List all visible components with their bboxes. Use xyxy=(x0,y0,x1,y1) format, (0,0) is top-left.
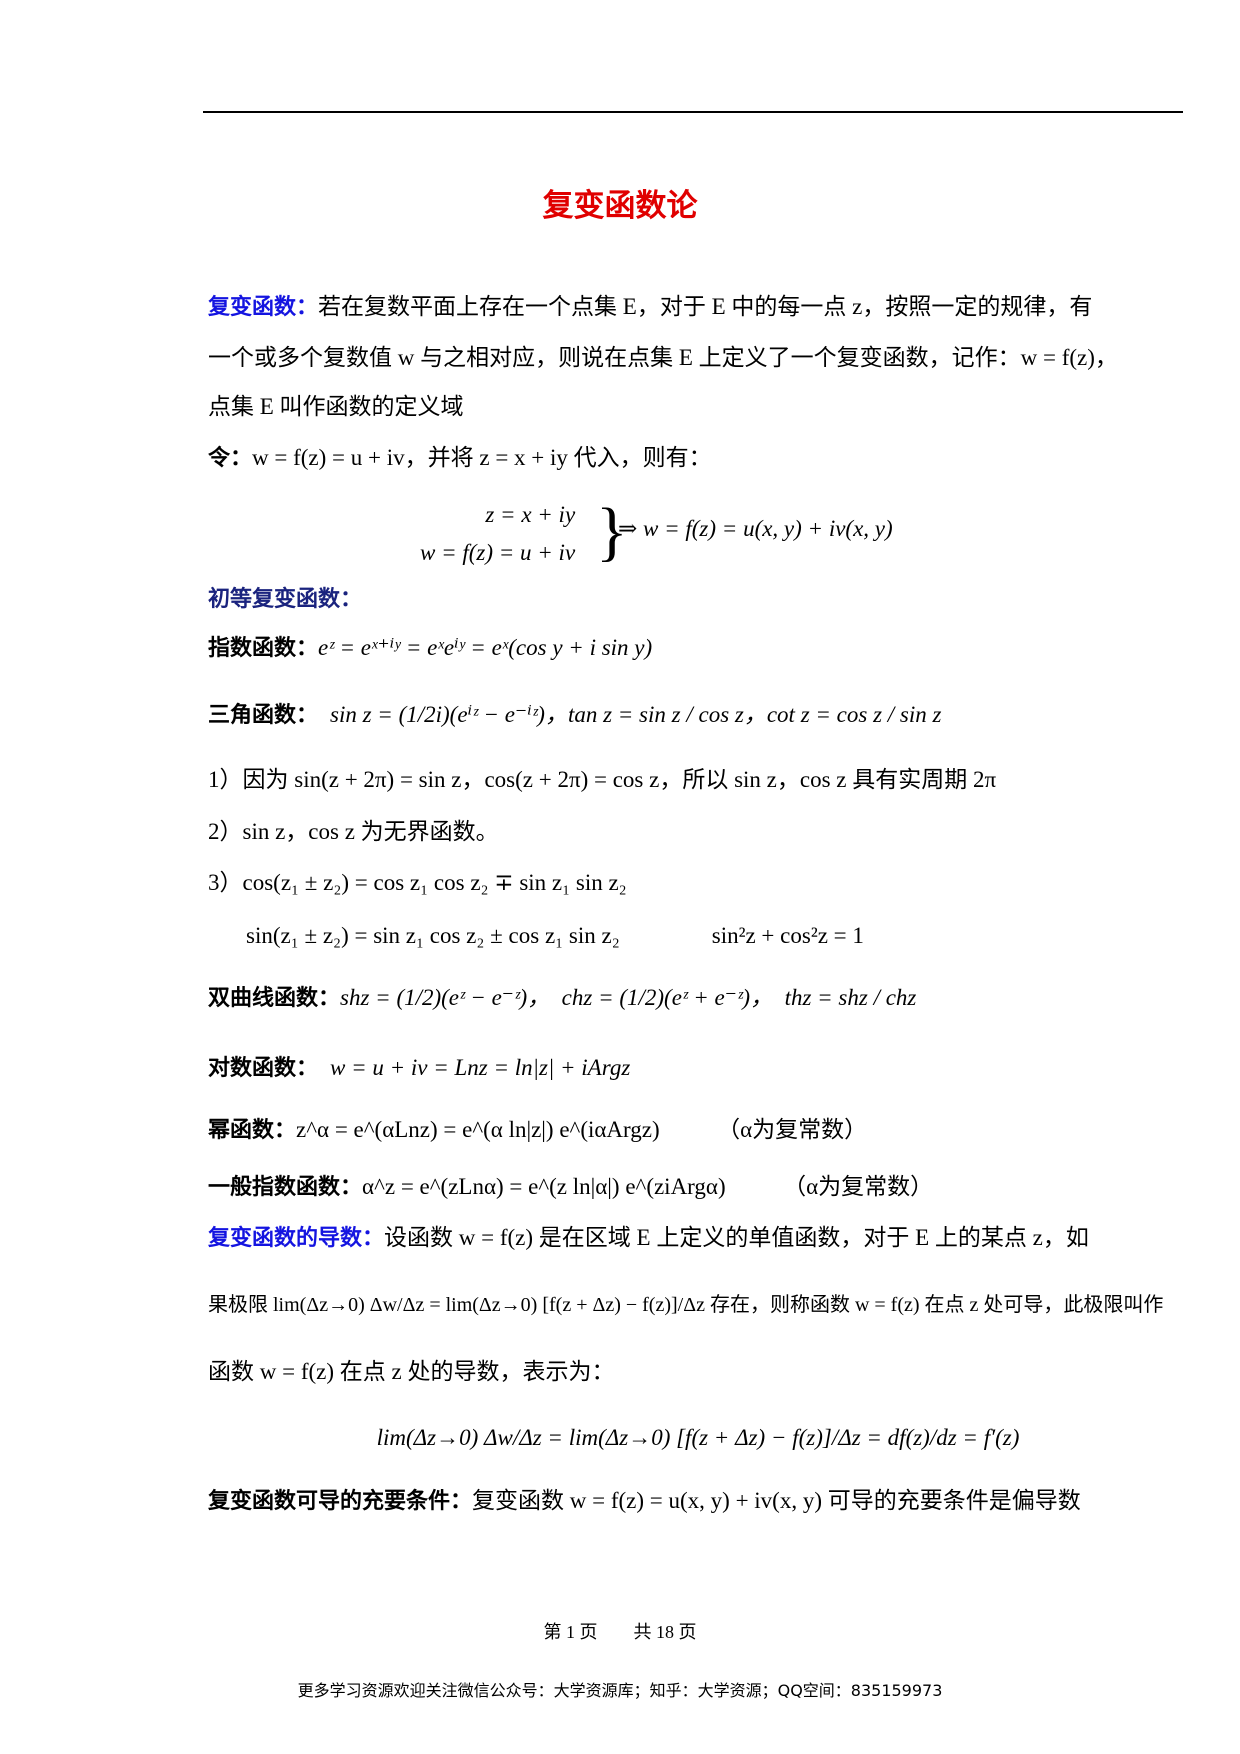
text: 设函数 w = f(z) 是在区域 E 上定义的单值函数，对于 E 上的某点 z… xyxy=(384,1225,1089,1250)
formula: w = u + iv = Lnz = ln|z| + iArgz xyxy=(330,1055,631,1080)
line: 幂函数：z^α = e^(αLnz) = e^(α ln|z|) e^(iαAr… xyxy=(208,1115,1188,1146)
equation: lim(Δz→0) Δw/Δz = lim(Δz→0) [f(z + Δz) −… xyxy=(376,1425,1020,1450)
line: 复变函数：若在复数平面上存在一个点集 E，对于 E 中的每一点 z，按照一定的规… xyxy=(208,292,1188,323)
line: 令：w = f(z) = u + iv，并将 z = x + iy 代入，则有： xyxy=(208,443,1188,474)
line: 三角函数： sin z = (1/2i)(eⁱᶻ − e⁻ⁱᶻ)，tan z =… xyxy=(208,700,1188,731)
term: 双曲线函数： xyxy=(208,986,341,1011)
line: 2）sin z，cos z 为无界函数。 xyxy=(208,819,499,844)
equation: ⇒ w = f(z) = u(x, y) + iv(x, y) xyxy=(618,516,893,541)
term: 令： xyxy=(208,446,253,471)
header-rule xyxy=(203,111,1183,113)
text: 若在复数平面上存在一个点集 E，对于 E 中的每一点 z，按照一定的规律，有 xyxy=(318,294,1093,319)
term: 复变函数的导数： xyxy=(208,1226,385,1251)
title: 复变函数论 xyxy=(542,188,698,224)
term: 对数函数： xyxy=(208,1056,308,1081)
brace: } xyxy=(596,495,628,568)
line: sin(z₁ ± z₂) = sin z₁ cos z₂ ± cos z₁ si… xyxy=(246,923,864,948)
text: w = f(z) = u + iv，并将 z = x + iy 代入，则有： xyxy=(252,445,712,470)
line: 初等复变函数： xyxy=(208,584,1188,615)
formula: shz = (1/2)(eᶻ − e⁻ᶻ)， chz = (1/2)(eᶻ + … xyxy=(340,985,917,1010)
text: 复变函数 w = f(z) = u(x, y) + iv(x, y) 可导的充要… xyxy=(472,1488,1081,1513)
footer-note: 更多学习资源欢迎关注微信公众号：大学资源库；知乎：大学资源；QQ空间：83515… xyxy=(297,1681,943,1700)
equation-system: z = x + iy w = f(z) = u + iv xyxy=(420,496,575,572)
line: 一个或多个复数值 w 与之相对应，则说在点集 E 上定义了一个复变函数，记作：w… xyxy=(208,345,1118,370)
line: 复变函数的导数：设函数 w = f(z) 是在区域 E 上定义的单值函数，对于 … xyxy=(208,1223,1188,1254)
line: 函数 w = f(z) 在点 z 处的导数，表示为： xyxy=(208,1359,615,1384)
term: 初等复变函数： xyxy=(208,587,363,612)
term: 复变函数可导的充要条件： xyxy=(208,1489,473,1514)
term: 幂函数： xyxy=(208,1118,297,1143)
line: 复变函数可导的充要条件：复变函数 w = f(z) = u(x, y) + iv… xyxy=(208,1486,1188,1517)
term: 指数函数： xyxy=(208,636,319,661)
equation: z = x + iy xyxy=(485,502,576,527)
term: 一般指数函数： xyxy=(208,1175,363,1200)
line: 1）因为 sin(z + 2π) = sin z，cos(z + 2π) = c… xyxy=(208,767,997,792)
page-number: 第 1 页 共 18 页 xyxy=(543,1622,697,1642)
term: 复变函数： xyxy=(208,295,319,320)
formula: α^z = e^(zLnα) = e^(z ln|α|) e^(ziArgα) … xyxy=(362,1174,934,1199)
formula: z^α = e^(αLnz) = e^(α ln|z|) e^(iαArgz) … xyxy=(296,1117,868,1142)
line: 果极限 lim(Δz→0) Δw/Δz = lim(Δz→0) [f(z + Δ… xyxy=(208,1294,1164,1316)
line: 一般指数函数：α^z = e^(zLnα) = e^(z ln|α|) e^(z… xyxy=(208,1172,1188,1203)
line: 点集 E 叫作函数的定义域 xyxy=(208,394,464,419)
line: 3）cos(z₁ ± z₂) = cos z₁ cos z₂ ∓ sin z₁ … xyxy=(208,870,627,895)
term: 三角函数： xyxy=(208,703,308,728)
line: 双曲线函数：shz = (1/2)(eᶻ − e⁻ᶻ)， chz = (1/2)… xyxy=(208,983,1188,1014)
formula: sin z = (1/2i)(eⁱᶻ − e⁻ⁱᶻ)，tan z = sin z… xyxy=(330,702,942,727)
equation: w = f(z) = u + iv xyxy=(420,540,576,565)
line: 对数函数： w = u + iv = Lnz = ln|z| + iArgz xyxy=(208,1053,1188,1084)
line: 指数函数：eᶻ = eˣ⁺ⁱʸ = eˣeⁱʸ = eˣ(cos y + i s… xyxy=(208,633,1188,664)
formula: eᶻ = eˣ⁺ⁱʸ = eˣeⁱʸ = eˣ(cos y + i sin y) xyxy=(318,635,653,660)
